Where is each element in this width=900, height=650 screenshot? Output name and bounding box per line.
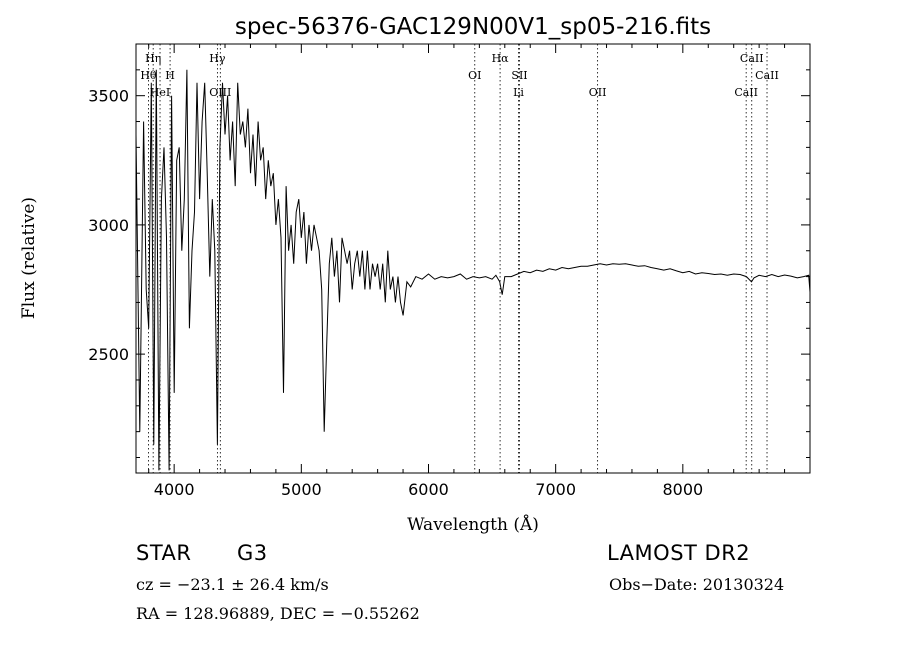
plot-frame <box>135 43 811 474</box>
survey-name: LAMOST DR2 <box>607 541 751 565</box>
x-tick-label: 7000 <box>535 480 576 499</box>
line-marker-label: HeI <box>150 86 170 99</box>
line-marker-label: SII <box>511 69 527 82</box>
coordinates: RA = 128.96889, DEC = −0.55262 <box>136 604 420 623</box>
line-marker-label: CaII <box>734 86 758 99</box>
line-marker-label: H <box>165 69 175 82</box>
object-class: STAR <box>136 541 192 565</box>
y-axis-label: Flux (relative) <box>19 197 39 319</box>
x-tick-label: 4000 <box>154 480 195 499</box>
x-tick-label: 6000 <box>408 480 449 499</box>
y-tick-label: 3500 <box>88 87 129 106</box>
axis-ticks: 4000 5000 6000 7000 8000 2500 3000 3500 <box>88 43 810 499</box>
line-marker-label: OI <box>468 69 481 82</box>
x-tick-label: 8000 <box>662 480 703 499</box>
line-marker-label: OII <box>589 86 607 99</box>
redshift-value: cz = −23.1 ± 26.4 km/s <box>136 575 329 594</box>
y-tick-label: 2500 <box>88 345 129 364</box>
line-marker-label: Hη <box>145 52 161 65</box>
x-tick-label: 5000 <box>281 480 322 499</box>
line-marker-label: CaII <box>740 52 764 65</box>
line-marker-label: Hα <box>492 52 510 65</box>
line-marker-label: Hθ <box>140 69 157 82</box>
x-axis-label: Wavelength (Å) <box>407 514 539 535</box>
line-marker-label: OIII <box>209 86 231 99</box>
line-markers: Hη Hθ H HeI Hγ OIII Hα OI SII Li OII CaII CaII CaII <box>140 44 779 473</box>
chart-title: spec-56376-GAC129N00V1_sp05-216.fits <box>235 14 711 40</box>
y-tick-label: 3000 <box>88 216 129 235</box>
spectrum-series-line <box>135 69 811 471</box>
line-marker-label: Hγ <box>209 52 226 65</box>
line-marker-label: Li <box>513 86 524 99</box>
observation-date: Obs−Date: 20130324 <box>609 575 785 594</box>
spectral-subclass: G3 <box>237 541 268 565</box>
line-marker-label: CaII <box>755 69 779 82</box>
